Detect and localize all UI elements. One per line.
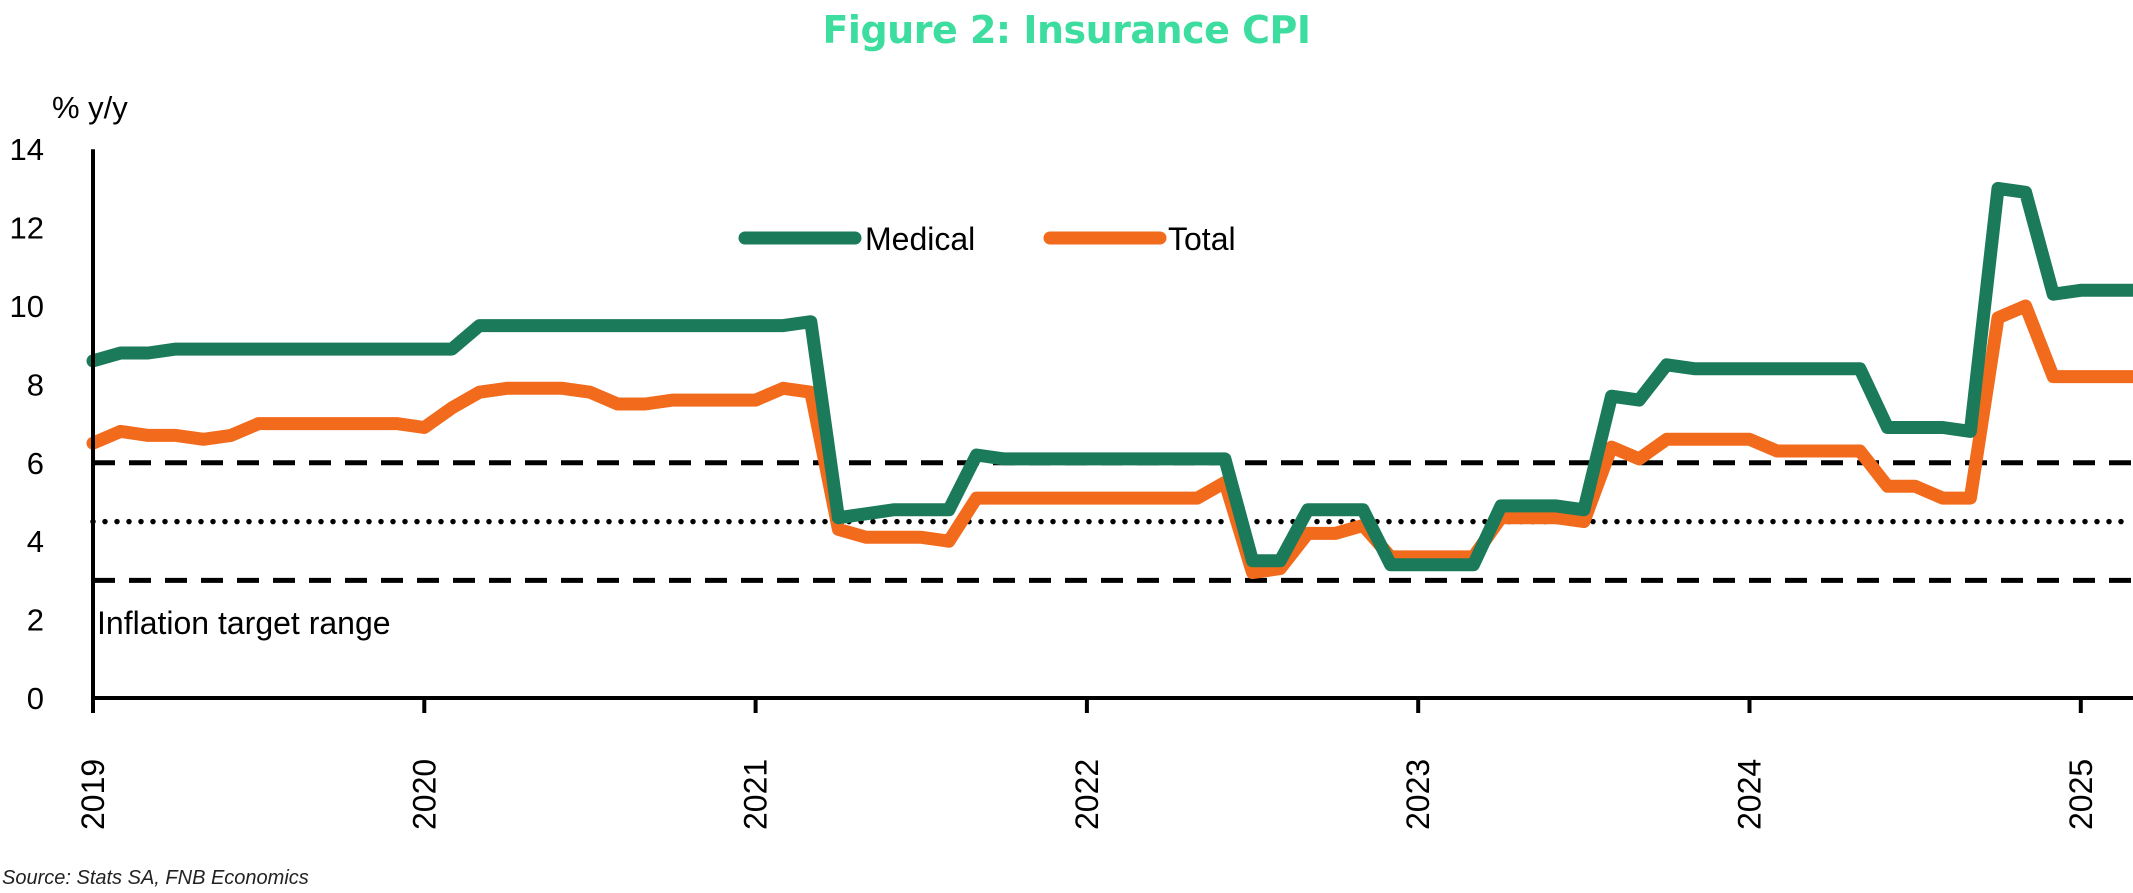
x-tick-label: 2024: [1732, 759, 1768, 830]
y-tick-label: 8: [27, 367, 44, 402]
x-tick-label: 2025: [2063, 759, 2099, 830]
reference-lines: [90, 460, 2133, 583]
x-tick-label: 2019: [75, 759, 111, 830]
x-tick-label: 2021: [738, 759, 774, 830]
chart-title: Figure 2: Insurance CPI: [822, 8, 1311, 52]
x-tick-label: 2023: [1400, 759, 1436, 830]
legend: Medical Total: [738, 221, 1236, 257]
legend-label-total: Total: [1168, 221, 1236, 257]
x-tick-label: 2020: [406, 759, 442, 830]
y-tick-label: 12: [10, 211, 44, 246]
y-tick-label: 2: [27, 603, 44, 638]
series-layer: [86, 181, 2133, 580]
x-tick-label: 2022: [1069, 759, 1105, 830]
y-tick-label: 0: [27, 681, 44, 716]
y-tick-label: 10: [10, 289, 44, 324]
y-tick-label: 6: [27, 446, 44, 481]
y-axis-label: % y/y: [52, 90, 128, 125]
y-tick-label: 14: [10, 132, 44, 167]
series-line-medical: [86, 181, 2133, 572]
legend-label-medical: Medical: [865, 221, 975, 257]
axes: 0 2 4 6 8 10 12 14 2019 2020 2021 2022 2023 2024 2025: [10, 132, 2133, 830]
y-tick-label: 4: [27, 524, 44, 559]
inflation-target-annotation: Inflation target range: [97, 605, 391, 641]
series-line-total: [86, 299, 2133, 580]
source-note: Source: Stats SA, FNB Economics: [2, 867, 309, 889]
